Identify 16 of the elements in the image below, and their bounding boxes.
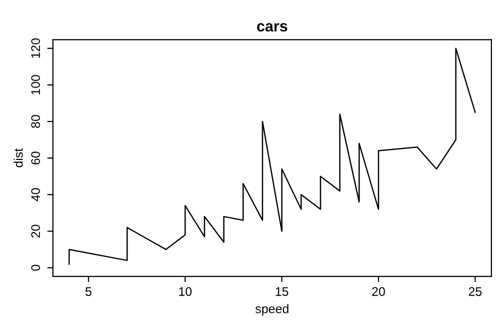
x-tick-label: 5	[86, 287, 92, 296]
x-tick-label: 10	[179, 287, 192, 296]
x-tick-label: 25	[468, 287, 482, 296]
x-tick-label: 20	[372, 287, 385, 296]
x-tick-label: 15	[276, 287, 288, 296]
y-tick-label: 80	[31, 115, 40, 128]
x-axis-title: speed	[255, 304, 288, 316]
y-tick-label: 120	[31, 38, 40, 58]
y-tick-label: 100	[31, 74, 40, 94]
line-series	[68, 48, 476, 265]
y-tick-label: 0	[31, 264, 40, 271]
y-axis-title: dist	[14, 148, 23, 168]
y-tick-label: 40	[31, 188, 40, 202]
chart-title: cars	[257, 23, 288, 32]
y-tick-label: 20	[31, 224, 40, 238]
y-tick-label: 60	[31, 152, 40, 164]
